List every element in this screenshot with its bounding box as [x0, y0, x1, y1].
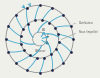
Text: Distributeur: Distributeur — [79, 21, 94, 25]
Text: $U_1$: $U_1$ — [46, 39, 50, 47]
Text: Roue (impeller): Roue (impeller) — [79, 30, 98, 34]
Text: $W_1$: $W_1$ — [40, 26, 46, 34]
Text: Diffuseur: Diffuseur — [35, 49, 46, 53]
Text: $C_1$: $C_1$ — [46, 32, 50, 40]
